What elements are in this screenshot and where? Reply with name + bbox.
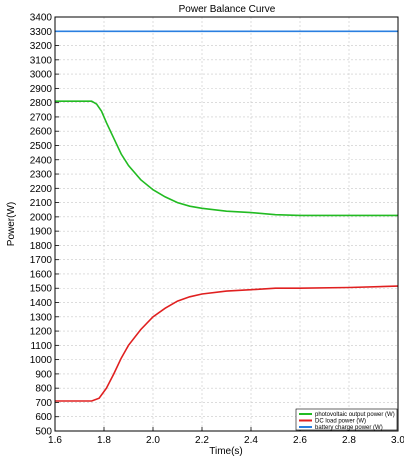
x-tick-label: 2.8 (342, 435, 356, 446)
y-axis-ticks: 500 600 700 800 900 1000 1100 1200 1300 1400 1500 1… (30, 13, 59, 438)
y-tick-label: 900 (35, 369, 52, 380)
x-tick-label: 2.6 (293, 435, 307, 446)
y-tick-label: 2200 (30, 184, 53, 195)
y-tick-label: 2300 (30, 170, 53, 181)
y-tick-label: 800 (35, 384, 52, 395)
y-tick-label: 2900 (30, 84, 53, 95)
y-tick-label: 1500 (30, 284, 53, 295)
y-tick-label: 3400 (30, 13, 53, 24)
x-tick-label: 2.4 (244, 435, 258, 446)
plot-area (54, 16, 399, 432)
x-tick-label: 1.8 (97, 435, 111, 446)
y-tick-label: 1600 (30, 269, 53, 280)
y-tick-label: 1800 (30, 241, 53, 252)
series-line-0 (55, 100, 398, 217)
legend-label-1: DC load power (W) (315, 419, 366, 425)
y-tick-label: 1700 (30, 255, 53, 266)
y-tick-label: 2400 (30, 155, 53, 166)
y-tick-label: 2000 (30, 212, 53, 223)
y-tick-label: 2800 (30, 98, 53, 109)
y-tick-label: 700 (35, 398, 52, 409)
legend: photovoltaic output power (W)DC load pow… (295, 408, 398, 431)
y-tick-label: 3200 (30, 41, 53, 52)
y-tick-label: 2600 (30, 127, 53, 138)
legend-label-0: photovoltaic output power (W) (315, 412, 395, 418)
x-tick-label: 1.6 (48, 435, 62, 446)
series-lines (55, 30, 399, 402)
x-axis-label: Time(s) (209, 446, 243, 457)
x-tick-label: 2.2 (195, 435, 209, 446)
legend-box (295, 408, 398, 431)
x-axis-ticks: 1.6 1.8 2.0 2.2 2.4 2.6 2.8 3.0 (48, 427, 404, 446)
grid-lines (54, 16, 399, 432)
y-tick-label: 2500 (30, 141, 53, 152)
y-tick-label: 1000 (30, 355, 53, 366)
y-tick-label: 1300 (30, 312, 53, 323)
y-tick-label: 600 (35, 412, 52, 423)
y-tick-label: 2700 (30, 112, 53, 123)
chart-title: Power Balance Curve (179, 4, 276, 15)
y-tick-label: 500 (35, 427, 52, 438)
y-tick-label: 1900 (30, 227, 53, 238)
y-tick-label: 1200 (30, 327, 53, 338)
y-axis-label: Power(W) (6, 202, 17, 246)
y-tick-label: 3100 (30, 55, 53, 66)
x-tick-label: 2.0 (146, 435, 160, 446)
y-tick-label: 1100 (30, 341, 52, 352)
y-tick-label: 3000 (30, 70, 53, 81)
plot-border (54, 16, 399, 432)
y-tick-label: 3300 (30, 27, 53, 38)
x-tick-label: 3.0 (391, 435, 404, 446)
y-tick-label: 2100 (30, 198, 53, 209)
legend-label-2: battery charge power (W) (315, 425, 383, 431)
y-tick-label: 1400 (30, 298, 53, 309)
series-line-1 (55, 285, 399, 402)
